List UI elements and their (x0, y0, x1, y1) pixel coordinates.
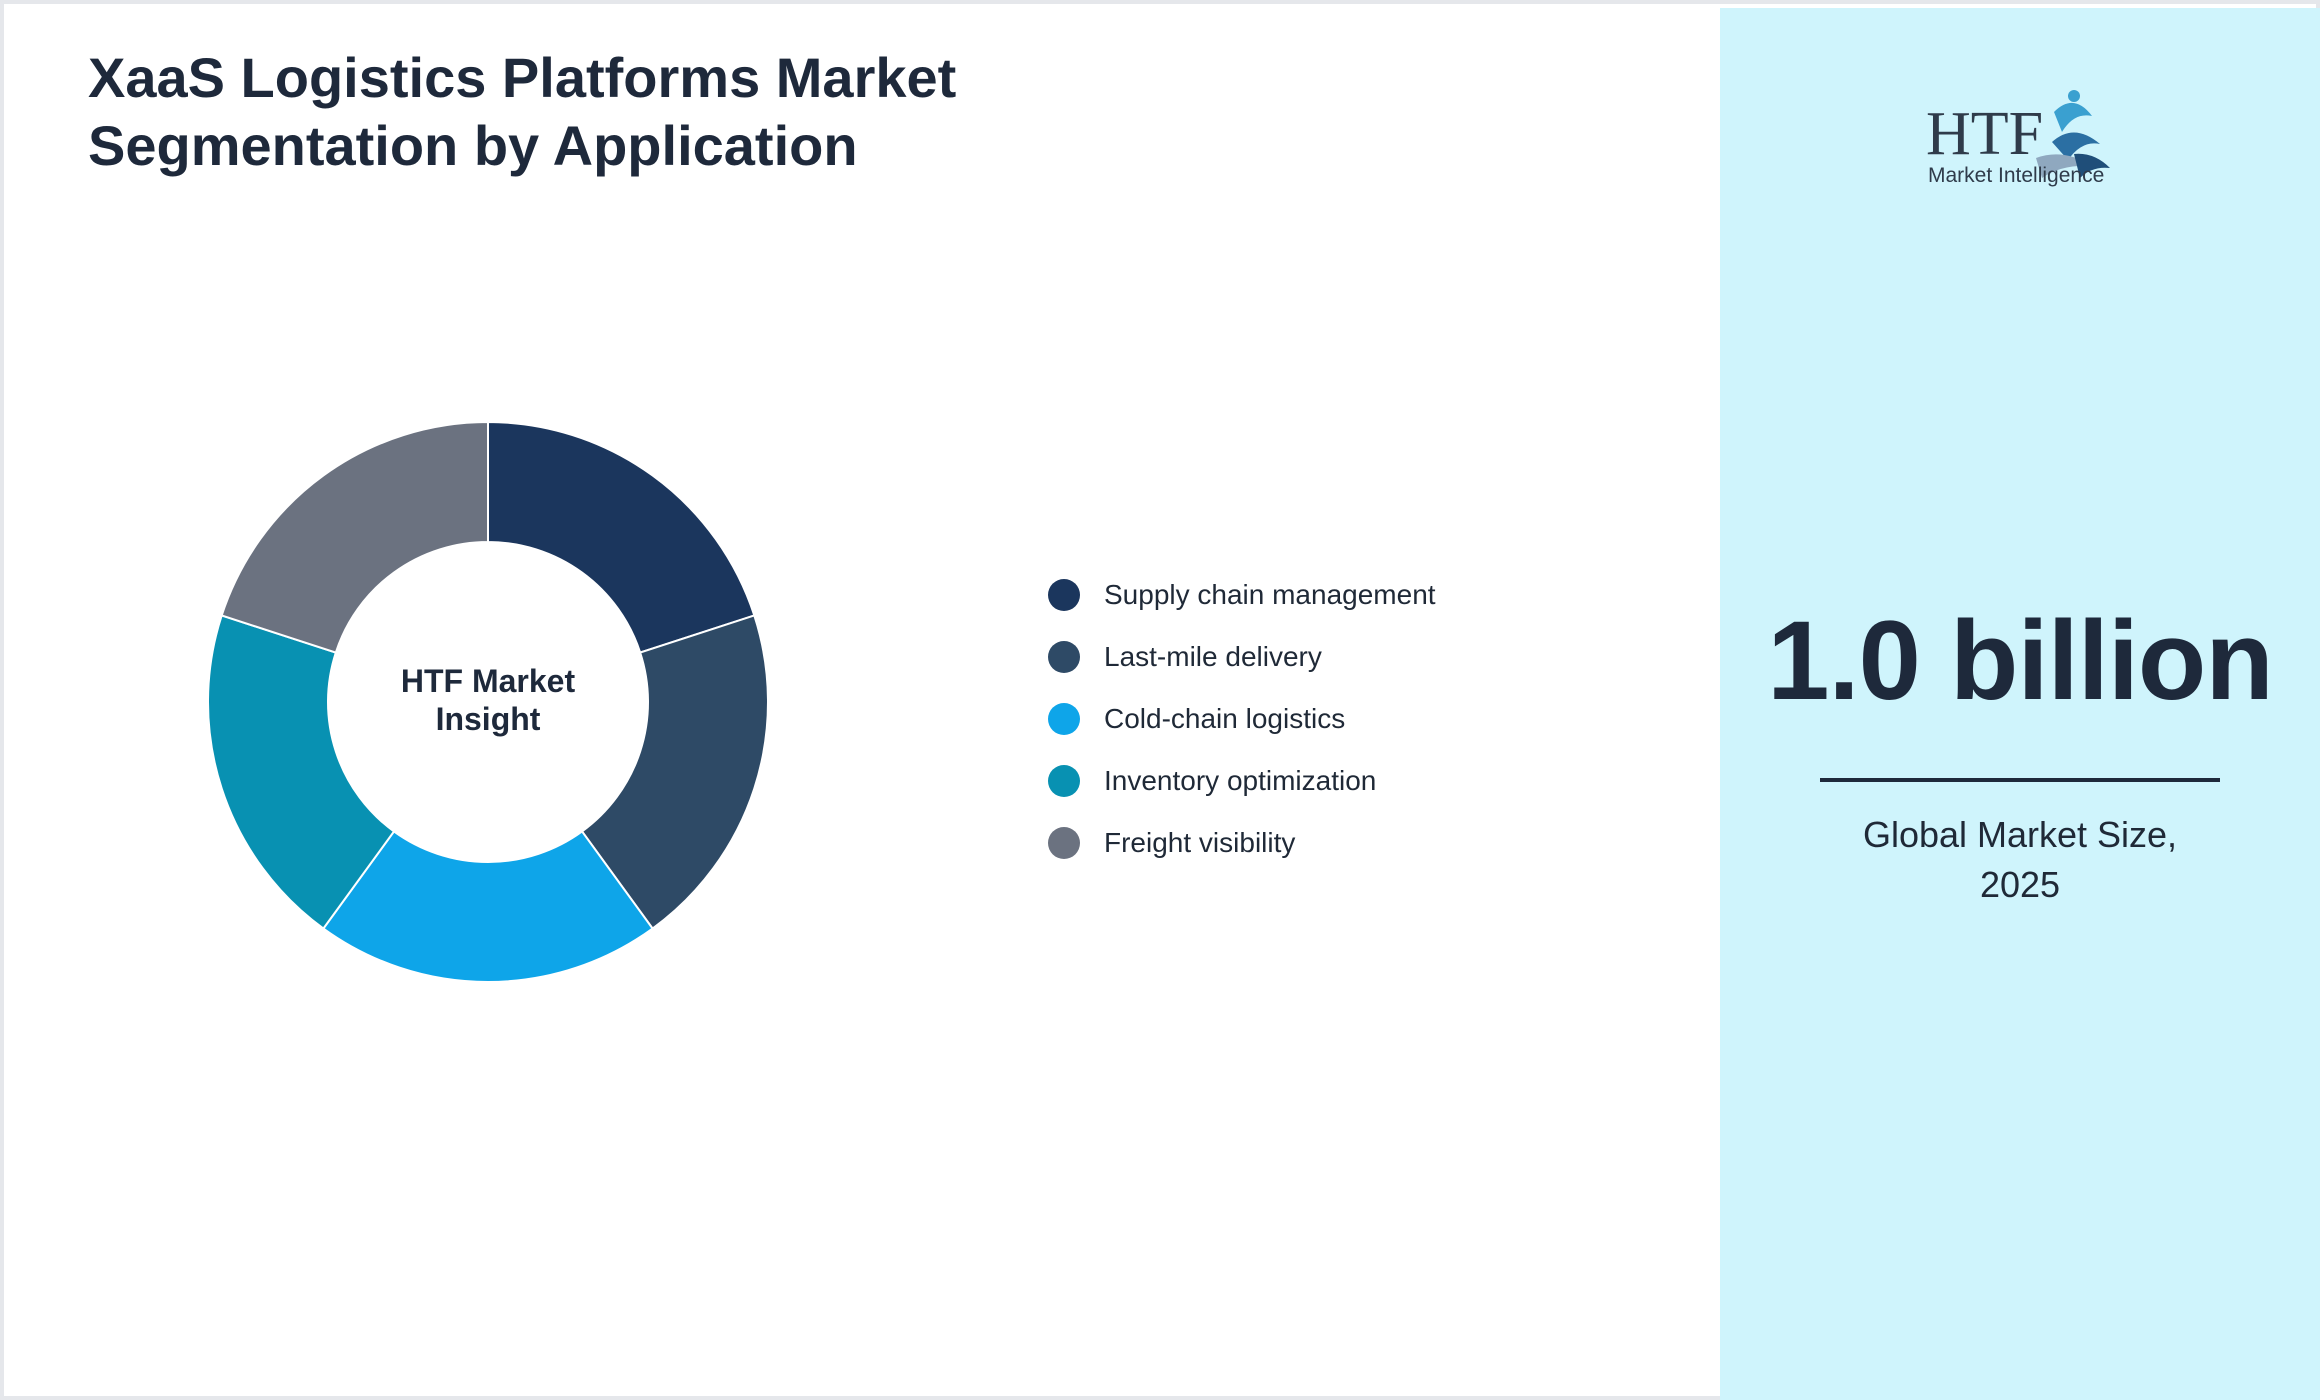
market-size-value: 1.0 billion (1767, 598, 2274, 723)
donut-slice-inventory-optimization (207, 614, 396, 930)
legend-swatch (1048, 765, 1080, 797)
legend-item: Supply chain management (1048, 564, 1436, 626)
legend-swatch (1048, 579, 1080, 611)
chart-legend: Supply chain management Last-mile deliver… (1048, 564, 1436, 874)
legend-item: Freight visibility (1048, 812, 1436, 874)
legend-item: Last-mile delivery (1048, 626, 1436, 688)
legend-swatch (1048, 641, 1080, 673)
market-size-caption-line-1: Global Market Size, (1862, 814, 2178, 855)
donut-slice-last-mile-delivery (580, 614, 769, 930)
donut-center-label-line-1: HTF Market (401, 663, 576, 699)
legend-swatch (1048, 827, 1080, 859)
legend-label: Cold-chain logistics (1104, 703, 1346, 734)
htf-logo-tagline: Market Intelligence (1928, 164, 2104, 187)
market-size-caption: Global Market Size, 2025 (1720, 810, 2320, 910)
legend-item: Inventory optimization (1048, 750, 1436, 812)
htf-logo-icon: HTF Market Intelligence (1926, 90, 2110, 187)
chart-title-line-1: XaaS Logistics Platforms Market (88, 46, 957, 109)
donut-slice-supply-chain-management (487, 420, 756, 654)
legend-item: Cold-chain logistics (1048, 688, 1436, 750)
donut-slice-freight-visibility (220, 420, 489, 654)
legend-label: Inventory optimization (1104, 765, 1377, 796)
metric-divider (1820, 778, 2220, 782)
market-size-caption-line-2: 2025 (1979, 864, 2061, 905)
legend-label: Freight visibility (1104, 827, 1296, 858)
donut-center-label-line-2: Insight (436, 701, 541, 737)
legend-swatch (1048, 703, 1080, 735)
market-size-panel: HTF Market Intelligence 1.0 billion Glob… (1720, 8, 2320, 1400)
donut-slices (207, 420, 769, 984)
chart-title-line-2: Segmentation by Application (88, 114, 858, 177)
htf-logo-mark: HTF (1926, 100, 2043, 168)
legend-label: Supply chain management (1104, 579, 1436, 610)
legend-label: Last-mile delivery (1104, 641, 1322, 672)
chart-title: XaaS Logistics Platforms Market Segmenta… (88, 44, 1088, 180)
donut-chart: HTF Market Insight (207, 420, 769, 984)
donut-slice-cold-chain-logistics (322, 830, 654, 984)
